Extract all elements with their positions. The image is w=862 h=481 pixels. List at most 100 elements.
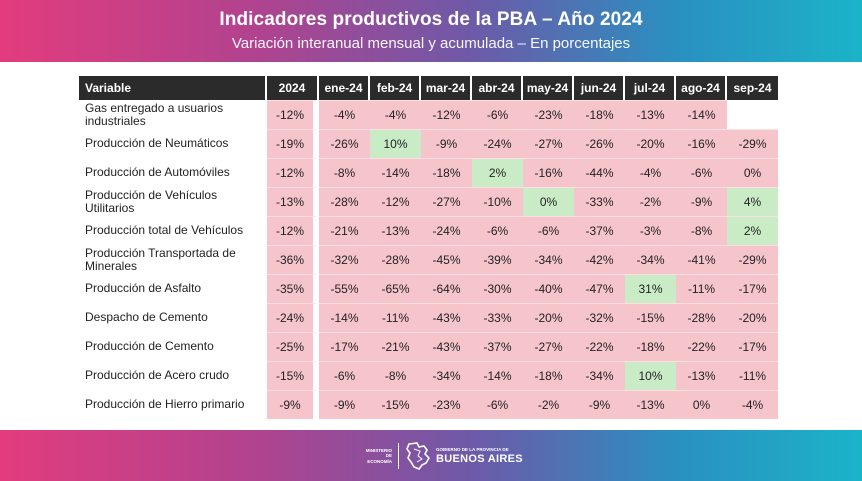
table-cell: 0%: [676, 390, 727, 419]
table-cell: -30%: [472, 274, 523, 303]
table-cell: -29%: [727, 245, 778, 274]
table-cell: -4%: [370, 100, 421, 129]
table-cell: -65%: [370, 274, 421, 303]
table-cell: -6%: [472, 216, 523, 245]
table-cell: -13%: [267, 187, 319, 216]
table-cell: -26%: [319, 129, 370, 158]
table-cell: -13%: [370, 216, 421, 245]
table-cell: -40%: [523, 274, 574, 303]
table-cell: -12%: [267, 158, 319, 187]
table-cell: -12%: [267, 100, 319, 129]
table-row: Producción de Asfalto -35% -55% -65% -64% -30…: [79, 274, 778, 303]
table-cell: -47%: [574, 274, 625, 303]
table-cell: -44%: [574, 158, 625, 187]
table-cell: -9%: [676, 187, 727, 216]
table-cell: 2%: [727, 216, 778, 245]
table-cell: 0%: [523, 187, 574, 216]
table-cell: -6%: [523, 216, 574, 245]
table-cell: -37%: [574, 216, 625, 245]
table-cell: -9%: [319, 390, 370, 419]
table-cell: -21%: [370, 332, 421, 361]
table-cell: -28%: [319, 187, 370, 216]
table-cell: -4%: [625, 158, 676, 187]
table-cell: -6%: [472, 100, 523, 129]
table-cell: -15%: [370, 390, 421, 419]
table-cell: 2%: [472, 158, 523, 187]
table-cell: -55%: [319, 274, 370, 303]
column-header: jun-24: [574, 76, 625, 100]
table-row: Producción de Vehículos Utilitarios -13% -…: [79, 187, 778, 216]
table-cell: -17%: [727, 274, 778, 303]
table-cell: 31%: [625, 274, 676, 303]
table-header-row: Variable 2024 ene-24 feb-24 mar-24 abr-2…: [79, 76, 778, 100]
table-cell: -42%: [574, 245, 625, 274]
table-cell: -9%: [574, 390, 625, 419]
page-subtitle: Variación interanual mensual y acumulada…: [231, 35, 631, 52]
table-cell: -16%: [523, 158, 574, 187]
table-cell: -13%: [625, 390, 676, 419]
column-header: jul-24: [625, 76, 676, 100]
table-cell: -8%: [676, 216, 727, 245]
row-label: Producción de Neumáticos: [79, 129, 267, 158]
table-row: Producción de Neumáticos -19% -26% 10% -9% -2…: [79, 129, 778, 158]
page-title: Indicadores productivos de la PBA – Año …: [219, 9, 643, 30]
table-cell: -14%: [472, 361, 523, 390]
table-cell: -34%: [574, 361, 625, 390]
column-header: 2024: [267, 76, 319, 100]
table-cell: -16%: [676, 129, 727, 158]
table-cell: -18%: [421, 158, 472, 187]
table-cell: -23%: [523, 100, 574, 129]
table-cell: -14%: [319, 303, 370, 332]
table-cell: -41%: [676, 245, 727, 274]
table-cell: -32%: [319, 245, 370, 274]
table-cell: -22%: [574, 332, 625, 361]
table-cell: -32%: [574, 303, 625, 332]
table-cell: -22%: [676, 332, 727, 361]
table-row: Producción Transportada de Minerales -36%…: [79, 245, 778, 274]
table-cell: -34%: [625, 245, 676, 274]
table-cell: -9%: [421, 129, 472, 158]
indicators-table: Variable 2024 ene-24 feb-24 mar-24 abr-2…: [79, 76, 778, 419]
government-line: GOBIERNO DE LA PROVINCIA DE: [436, 447, 509, 453]
column-header: mar-24: [421, 76, 472, 100]
row-label: Despacho de Cemento: [79, 303, 267, 332]
table-cell: -11%: [727, 361, 778, 390]
table-cell: -45%: [421, 245, 472, 274]
table-cell: -36%: [267, 245, 319, 274]
table-cell: -43%: [421, 303, 472, 332]
table-cell: -28%: [370, 245, 421, 274]
table-cell: -19%: [267, 129, 319, 158]
row-label: Producción Transportada de Minerales: [79, 245, 267, 274]
table-cell: -29%: [727, 129, 778, 158]
row-label: Producción de Hierro primario: [79, 390, 267, 419]
table-body: Gas entregado a usuarios industriales -12…: [79, 100, 778, 419]
table-row: Producción de Cemento -25% -17% -21% -43% -37…: [79, 332, 778, 361]
table-cell: -6%: [472, 390, 523, 419]
row-label: Producción total de Vehículos: [79, 216, 267, 245]
table-row: Producción de Automóviles -12% -8% -14% -18%…: [79, 158, 778, 187]
table-row: Despacho de Cemento -24% -14% -11% -43% -33% -…: [79, 303, 778, 332]
table-cell: -28%: [676, 303, 727, 332]
table-cell: -34%: [523, 245, 574, 274]
header-banner: Indicadores productivos de la PBA – Año …: [0, 0, 862, 62]
row-label: Producción de Automóviles: [79, 158, 267, 187]
province-name: BUENOS AIRES: [436, 452, 523, 465]
table-cell: 10%: [625, 361, 676, 390]
column-header: may-24: [523, 76, 574, 100]
table-cell: -17%: [319, 332, 370, 361]
column-header: ago-24: [676, 76, 727, 100]
table-cell: -15%: [267, 361, 319, 390]
column-header: abr-24: [472, 76, 523, 100]
table-cell: -6%: [319, 361, 370, 390]
table-row: Gas entregado a usuarios industriales -12…: [79, 100, 778, 129]
table-cell: 4%: [727, 187, 778, 216]
table-cell: -34%: [421, 361, 472, 390]
table-row: Producción de Hierro primario -9% -9% -15% -…: [79, 390, 778, 419]
table-cell: -3%: [625, 216, 676, 245]
table-cell: -8%: [370, 361, 421, 390]
row-label: Gas entregado a usuarios industriales: [79, 100, 267, 129]
table-cell: -24%: [267, 303, 319, 332]
table-cell: -15%: [625, 303, 676, 332]
column-header: feb-24: [370, 76, 421, 100]
table-row: Producción de Acero crudo -15% -6% -8% -34% -…: [79, 361, 778, 390]
